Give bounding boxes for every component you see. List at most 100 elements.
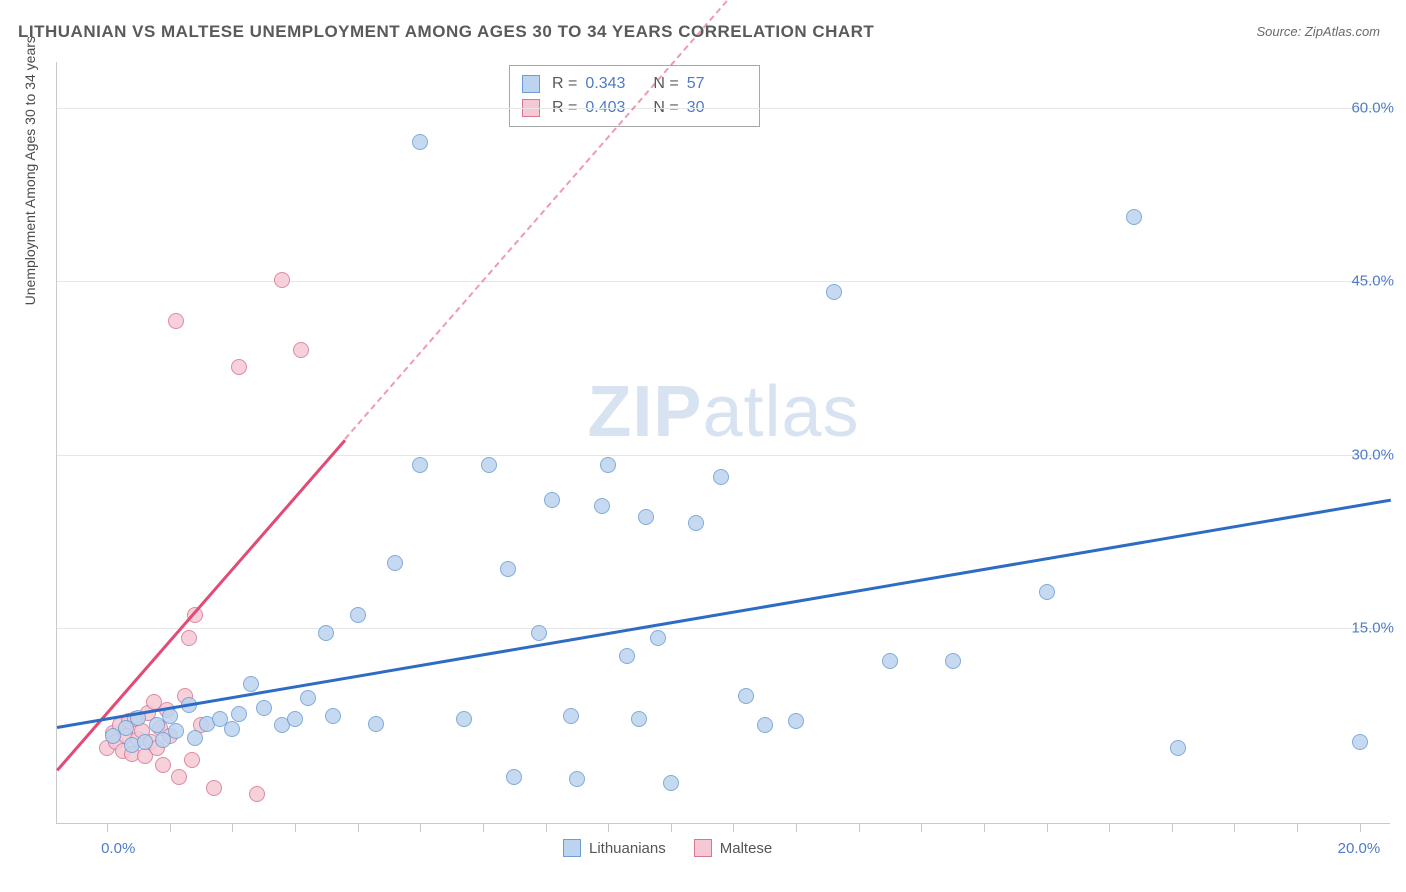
stat-n-value: 57 [687,72,743,96]
lithuanians-point [1126,209,1142,225]
lithuanians-point [638,509,654,525]
lithuanians-point [1039,584,1055,600]
maltese-point [181,630,197,646]
lithuanians-point [1170,740,1186,756]
stat-r-label: R = [552,72,577,96]
plot-area: ZIPatlas R =0.343N =57R =0.403N =30 Lith… [56,62,1390,824]
stats-swatch [522,75,540,93]
lithuanians-point [481,457,497,473]
lithuanians-point [945,653,961,669]
maltese-point [274,272,290,288]
x-tick-label: 0.0% [101,840,135,857]
x-tick [921,823,922,832]
lithuanians-point [788,713,804,729]
gridline [57,108,1390,109]
lithuanians-point [224,721,240,737]
lithuanians-point [1352,734,1368,750]
lithuanians-point [600,457,616,473]
x-tick [295,823,296,832]
x-tick [420,823,421,832]
maltese-point [206,780,222,796]
maltese-point [184,752,200,768]
lithuanians-point [544,492,560,508]
gridline [57,628,1390,629]
y-tick-label: 15.0% [1351,619,1394,636]
lithuanians-point [663,775,679,791]
lithuanians-point [300,690,316,706]
lithuanians-point [456,711,472,727]
x-tick [859,823,860,832]
x-tick [671,823,672,832]
lithuanians-point [137,734,153,750]
x-tick [796,823,797,832]
lithuanians-point [650,630,666,646]
stat-r-value: 0.343 [585,72,641,96]
x-tick [733,823,734,832]
y-tick-label: 45.0% [1351,273,1394,290]
lithuanians-point [256,700,272,716]
watermark: ZIPatlas [587,371,859,453]
y-tick-label: 30.0% [1351,446,1394,463]
lithuanians-point [563,708,579,724]
lithuanians-point [243,676,259,692]
lithuanians-point [826,284,842,300]
lithuanians-point [368,716,384,732]
x-tick [1109,823,1110,832]
x-tick [358,823,359,832]
legend-swatch [694,839,712,857]
x-tick [1297,823,1298,832]
lithuanians-point [500,561,516,577]
lithuanians-point [287,711,303,727]
stats-legend-box: R =0.343N =57R =0.403N =30 [509,65,760,127]
gridline [57,455,1390,456]
x-tick [1047,823,1048,832]
x-tick [1234,823,1235,832]
lithuanians-point [738,688,754,704]
lithuanians-point [757,717,773,733]
x-tick [546,823,547,832]
legend-item: Maltese [694,839,773,857]
watermark-bold: ZIP [587,372,702,452]
lithuanians-point [713,469,729,485]
stats-row: R = 0.343 N = 57 [522,72,743,96]
x-tick [1360,823,1361,832]
legend-swatch [563,839,581,857]
legend-label: Lithuanians [589,840,666,857]
x-tick-label: 20.0% [1338,840,1381,857]
x-tick [170,823,171,832]
maltese-point [171,769,187,785]
watermark-light: atlas [702,372,859,452]
legend-item: Lithuanians [563,839,666,857]
lithuanians-point [631,711,647,727]
maltese-point [293,342,309,358]
maltese-point [231,359,247,375]
trend-line [57,498,1391,728]
x-tick [483,823,484,832]
x-tick [1172,823,1173,832]
lithuanians-point [619,648,635,664]
maltese-point [168,313,184,329]
legend-label: Maltese [720,840,773,857]
lithuanians-point [318,625,334,641]
lithuanians-point [531,625,547,641]
stat-n-label: N = [653,72,678,96]
lithuanians-point [387,555,403,571]
lithuanians-point [688,515,704,531]
lithuanians-point [350,607,366,623]
lithuanians-point [412,134,428,150]
y-axis-title: Unemployment Among Ages 30 to 34 years [22,36,38,305]
maltese-point [249,786,265,802]
lithuanians-point [187,730,203,746]
lithuanians-point [325,708,341,724]
x-tick [107,823,108,832]
y-tick-label: 60.0% [1351,100,1394,117]
x-tick [608,823,609,832]
lithuanians-point [168,723,184,739]
lithuanians-point [594,498,610,514]
lithuanians-point [569,771,585,787]
source-attribution: Source: ZipAtlas.com [1256,24,1380,39]
lithuanians-point [882,653,898,669]
gridline [57,281,1390,282]
lithuanians-point [231,706,247,722]
series-legend: Lithuanians Maltese [563,839,772,857]
